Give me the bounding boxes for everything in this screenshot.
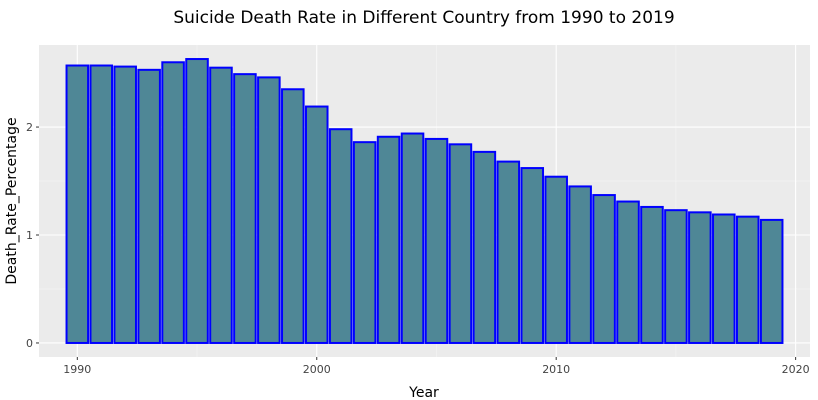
- bar: [688, 211, 712, 344]
- bar: [759, 218, 784, 344]
- y-axis: 0 1 2: [26, 121, 39, 350]
- bar: [400, 132, 425, 344]
- bar: [233, 73, 257, 344]
- bar: [712, 213, 736, 344]
- bar: [640, 205, 664, 344]
- bar: [185, 58, 209, 344]
- bar: [137, 68, 161, 344]
- bar: [161, 61, 185, 344]
- x-tick-label: 2020: [782, 363, 810, 376]
- bar: [89, 64, 114, 344]
- bar: [304, 105, 329, 344]
- chart-title: Suicide Death Rate in Different Country …: [173, 8, 674, 28]
- y-tick-label: 0: [26, 337, 33, 350]
- x-tick-label: 2000: [303, 363, 331, 376]
- bar: [735, 215, 760, 344]
- x-tick-label: 1990: [63, 363, 91, 376]
- bar: [328, 128, 353, 344]
- bar: [376, 135, 401, 344]
- bars: [65, 58, 784, 344]
- bar: [209, 66, 233, 344]
- bar: [281, 88, 305, 344]
- bar: [544, 175, 568, 344]
- x-axis: 1990 2000 2010 2020: [63, 357, 810, 376]
- y-tick-label: 1: [26, 229, 33, 242]
- bar: [616, 200, 640, 344]
- bar: [664, 209, 688, 344]
- x-axis-title: Year: [408, 385, 439, 400]
- bar: [592, 194, 616, 344]
- y-tick-label: 2: [26, 121, 33, 134]
- bar: [257, 76, 281, 344]
- bar: [496, 160, 521, 344]
- bar: [113, 65, 137, 344]
- bar: [448, 143, 473, 344]
- x-tick-label: 2010: [542, 363, 570, 376]
- bar: [472, 150, 497, 344]
- bar: [520, 167, 545, 344]
- bar: [568, 185, 592, 344]
- bar: [65, 64, 90, 344]
- bar: [424, 137, 449, 344]
- y-axis-title: Death_Rate_Percentage: [4, 117, 20, 284]
- bar: [352, 141, 377, 344]
